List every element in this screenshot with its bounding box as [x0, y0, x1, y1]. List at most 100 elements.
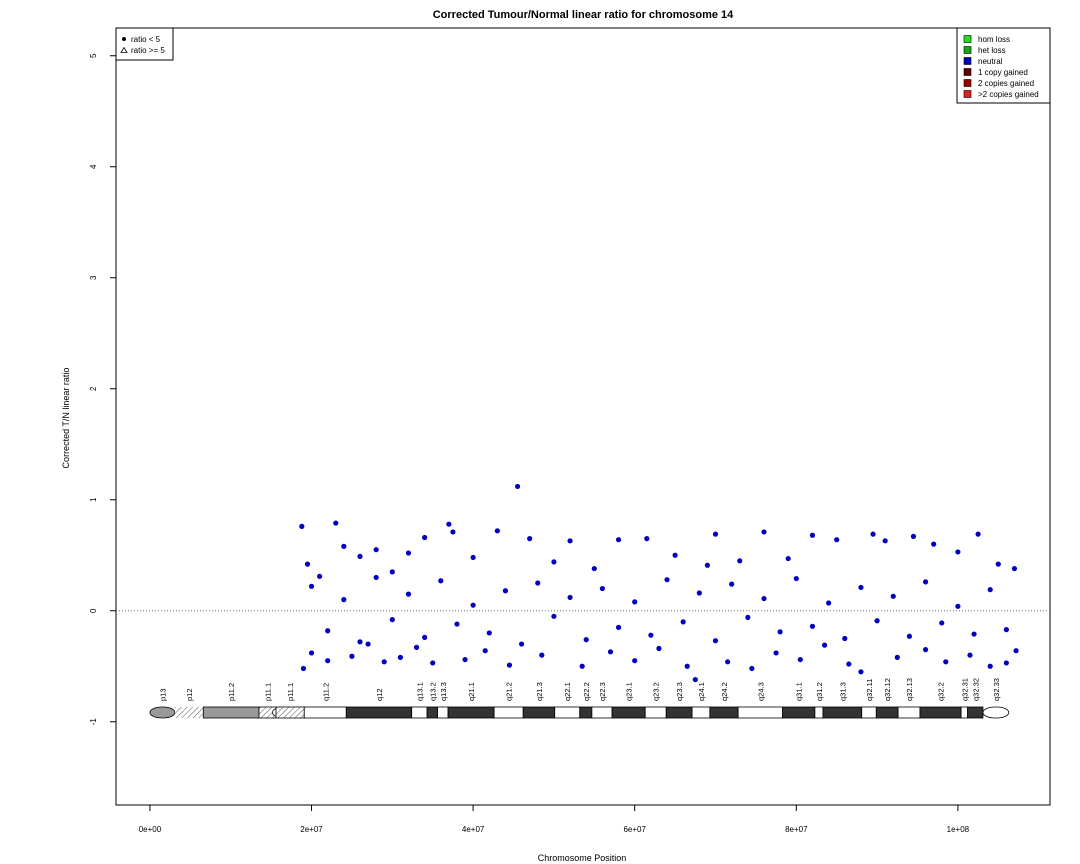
ideogram-band	[919, 706, 962, 719]
data-point	[826, 600, 832, 606]
ideogram-band	[345, 706, 413, 719]
data-point	[943, 659, 949, 665]
data-point	[995, 561, 1001, 567]
band-label: q22.2	[582, 682, 591, 701]
data-point	[438, 578, 444, 584]
data-point	[502, 588, 509, 594]
ideogram-band	[149, 706, 176, 719]
band-label: q32.13	[905, 678, 914, 701]
ideogram-band	[691, 706, 711, 719]
legend-label: >2 copies gained	[978, 90, 1039, 99]
ideogram-band	[982, 706, 1010, 719]
data-point	[551, 559, 557, 565]
y-tick-label: 3	[89, 275, 98, 280]
ideogram-band	[665, 706, 693, 719]
data-point	[785, 555, 791, 562]
data-point	[729, 581, 735, 587]
data-point	[527, 536, 533, 542]
band-label: q32.31	[960, 678, 969, 701]
data-point	[955, 603, 961, 609]
data-point	[341, 597, 347, 603]
ideogram-band	[426, 706, 438, 719]
band-label: p11.1	[286, 683, 295, 701]
data-point	[910, 533, 917, 539]
band-label: q13.2	[428, 682, 437, 701]
ideogram-band	[737, 706, 783, 719]
legend-label: 2 copies gained	[978, 79, 1034, 88]
legend-label: hom loss	[978, 35, 1010, 44]
data-point	[539, 652, 545, 658]
band-label: q32.2	[937, 682, 946, 701]
data-point	[672, 552, 678, 558]
x-tick-label: 8e+07	[785, 825, 808, 834]
data-point	[454, 621, 460, 627]
data-point	[381, 659, 387, 665]
legend-label: ratio < 5	[131, 35, 161, 44]
data-point	[745, 614, 751, 621]
band-label: q24.3	[756, 682, 765, 701]
band-label: q22.3	[598, 682, 607, 701]
chart-title: Corrected Tumour/Normal linear ratio for…	[433, 9, 734, 21]
band-label: p12	[185, 688, 194, 701]
data-point	[349, 653, 355, 659]
x-tick-label: 1e+08	[947, 825, 970, 834]
y-tick-label: -1	[89, 718, 98, 726]
data-point	[842, 635, 848, 642]
data-point	[462, 656, 468, 663]
data-point	[579, 663, 585, 669]
data-point	[882, 538, 888, 544]
data-point	[308, 650, 315, 656]
data-point	[373, 547, 379, 553]
data-point	[858, 584, 864, 591]
data-point	[761, 529, 767, 535]
data-point	[684, 663, 690, 669]
data-point	[834, 537, 840, 543]
data-point	[514, 483, 521, 490]
data-point	[656, 645, 662, 652]
data-point	[874, 618, 880, 624]
data-point	[413, 644, 420, 650]
y-tick-label: 4	[89, 164, 98, 169]
ideogram-band	[437, 706, 449, 719]
y-axis-label: Corrected T/N linear ratio	[61, 368, 71, 469]
legend-swatch	[963, 79, 972, 87]
legend-marker	[122, 37, 126, 41]
data-point	[648, 632, 654, 638]
data-point	[450, 529, 456, 535]
band-label: q12	[375, 688, 384, 701]
ideogram-band	[554, 706, 581, 719]
ideogram-band	[579, 706, 593, 719]
data-point	[405, 550, 412, 556]
data-point	[1003, 660, 1009, 666]
data-point	[712, 638, 719, 644]
legend-label: 1 copy gained	[978, 68, 1028, 77]
data-point	[317, 573, 323, 579]
x-axis-label: Chromosome Position	[538, 853, 627, 863]
y-tick-label: 1	[89, 497, 98, 502]
band-label: q32.12	[883, 678, 892, 701]
ideogram-band	[591, 706, 613, 719]
legend-swatch	[963, 35, 972, 43]
band-label: q32.32	[971, 678, 980, 701]
band-label: q21.3	[535, 682, 544, 701]
band-label: q31.2	[815, 682, 824, 701]
data-point	[696, 590, 702, 596]
ideogram-band	[644, 706, 667, 719]
data-point	[333, 520, 339, 526]
band-label: p11.2	[227, 683, 236, 701]
band-label: q21.2	[505, 682, 514, 701]
legend-states: hom loss het loss neutral 1 copy gained 2 co…	[956, 27, 1051, 104]
data-point	[470, 554, 476, 561]
data-point	[777, 629, 783, 635]
data-point	[567, 538, 573, 544]
band-label: q31.1	[795, 682, 804, 701]
data-point	[535, 580, 541, 586]
data-point	[357, 553, 363, 559]
data-point	[987, 587, 993, 593]
legend-symbols: ratio < 5 ratio >= 5	[115, 27, 174, 61]
band-label: q23.1	[625, 682, 634, 701]
band-label: q11.2	[321, 683, 330, 701]
data-point	[308, 583, 315, 589]
